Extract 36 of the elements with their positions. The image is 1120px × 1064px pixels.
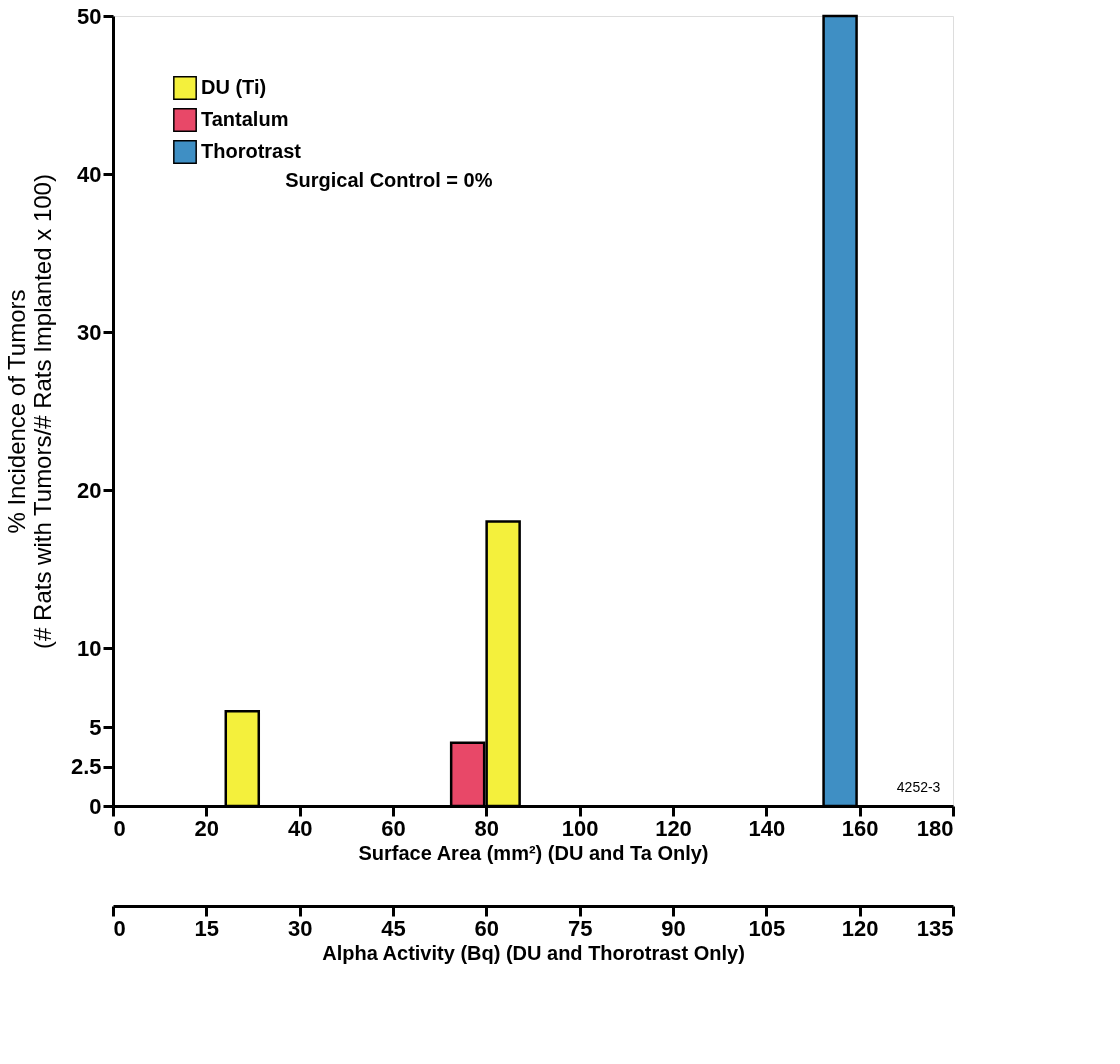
x-tick-label: 80: [474, 815, 500, 841]
y-tick-label: 2.5: [70, 754, 102, 779]
legend-label: DU (Ti): [201, 76, 267, 98]
x2-tick-label: 75: [567, 915, 593, 941]
y-tick-label: 5: [89, 714, 102, 740]
x-tick-label: 0: [113, 815, 126, 841]
y-tick-label: 0: [89, 793, 102, 819]
x2-tick-label: 105: [748, 915, 786, 941]
y-axis-title: % Incidence of Tumors (# Rats with Tumors/# Rats Implanted x 100): [2, 174, 56, 649]
x2-tick-label: 15: [194, 915, 220, 941]
x-tick-label: 20: [194, 815, 220, 841]
x-tick-label: 40: [287, 815, 313, 841]
x-tick-label: 60: [381, 815, 406, 841]
x2-tick-label: 90: [661, 915, 686, 941]
x-axis-title: Surface Area (mm²) (DU and Ta Only): [358, 841, 709, 864]
x2-axis-title: Alpha Activity (Bq) (DU and Thorotrast Only): [322, 941, 745, 964]
legend-label: Tantalum: [201, 108, 289, 130]
annotation: 4252-3: [896, 779, 941, 795]
y-tick-label: 40: [77, 161, 102, 187]
x-tick-label: 140: [748, 815, 786, 841]
x-tick-label: 160: [841, 815, 879, 841]
legend-label: Thorotrast: [201, 140, 302, 162]
y-tick-label: 20: [77, 477, 102, 503]
x2-tick-label: 135: [916, 915, 954, 941]
y-tick-label: 30: [77, 319, 102, 345]
x-tick-label: 180: [916, 815, 954, 841]
x2-tick-label: 0: [113, 915, 126, 941]
x-tick-label: 100: [561, 815, 599, 841]
y-tick-label: 50: [77, 3, 102, 29]
x2-tick-label: 60: [474, 915, 500, 941]
y-tick-label: 10: [77, 635, 102, 661]
x2-tick-label: 30: [287, 915, 313, 941]
x2-tick-label: 120: [841, 915, 879, 941]
x2-tick-label: 45: [381, 915, 406, 941]
annotation: Surgical Control = 0%: [285, 169, 493, 191]
x-tick-label: 120: [655, 815, 692, 841]
